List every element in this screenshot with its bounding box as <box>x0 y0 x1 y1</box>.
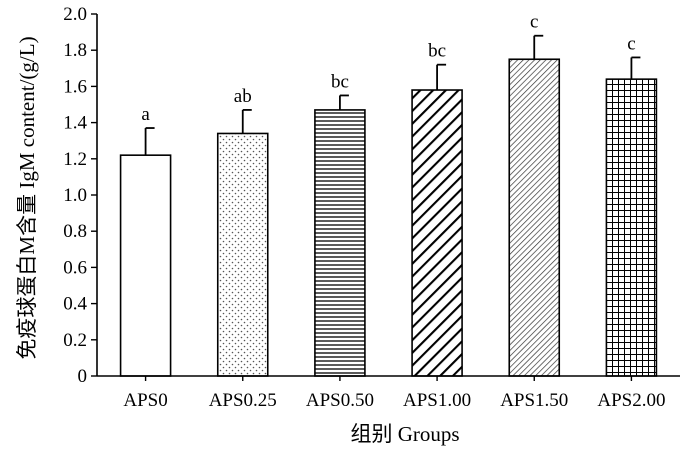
y-tick-label: 2.0 <box>63 4 87 25</box>
x-tick-label: APS1.50 <box>500 390 568 411</box>
significance-label: bc <box>428 41 446 62</box>
y-tick-label: 0.6 <box>63 257 87 278</box>
bar-aps1-00 <box>411 89 463 377</box>
x-axis: APS0 APS0.25 APS0.50 APS1.00 APS1.50 APS2.00 <box>97 375 680 411</box>
bar-aps0-50 <box>314 109 366 377</box>
x-tick-label: APS0.25 <box>209 390 277 411</box>
y-tick-label: 1.8 <box>63 40 87 61</box>
significance-label: a <box>141 104 150 125</box>
x-tick-label: APS2.00 <box>597 390 665 411</box>
significance-label: c <box>530 12 538 33</box>
y-tick-label: 0.8 <box>63 221 87 242</box>
y-tick-label: 1.0 <box>63 185 87 206</box>
x-tick-label: APS0.50 <box>306 390 374 411</box>
x-tick-label: APS1.00 <box>403 390 471 411</box>
bar-aps0 <box>119 154 172 377</box>
bar-aps2-00 <box>605 78 658 377</box>
y-axis: 0 0.2 0.4 0.6 0.8 1.0 1.2 1.4 1.6 1.8 2.0 <box>63 4 98 387</box>
bar-aps1-50 <box>508 58 561 377</box>
x-tick-label: APS0 <box>123 390 167 411</box>
y-tick-label: 1.6 <box>63 76 87 97</box>
y-tick-label: 0.2 <box>63 330 87 351</box>
y-axis-title: 免疫球蛋白M含量 IgM content/(g/L) <box>15 36 39 359</box>
x-axis-title: 组别 Groups <box>350 422 459 446</box>
significance-label: ab <box>234 86 252 107</box>
y-tick-label: 1.2 <box>63 149 87 170</box>
bars: a ab bc bc c c <box>119 12 658 377</box>
y-tick-label: 0.4 <box>63 294 87 315</box>
significance-label: bc <box>331 71 349 92</box>
y-tick-label: 0 <box>78 366 88 387</box>
bar-aps0-25 <box>216 132 269 377</box>
significance-label: c <box>627 33 635 54</box>
y-tick-label: 1.4 <box>63 113 87 134</box>
